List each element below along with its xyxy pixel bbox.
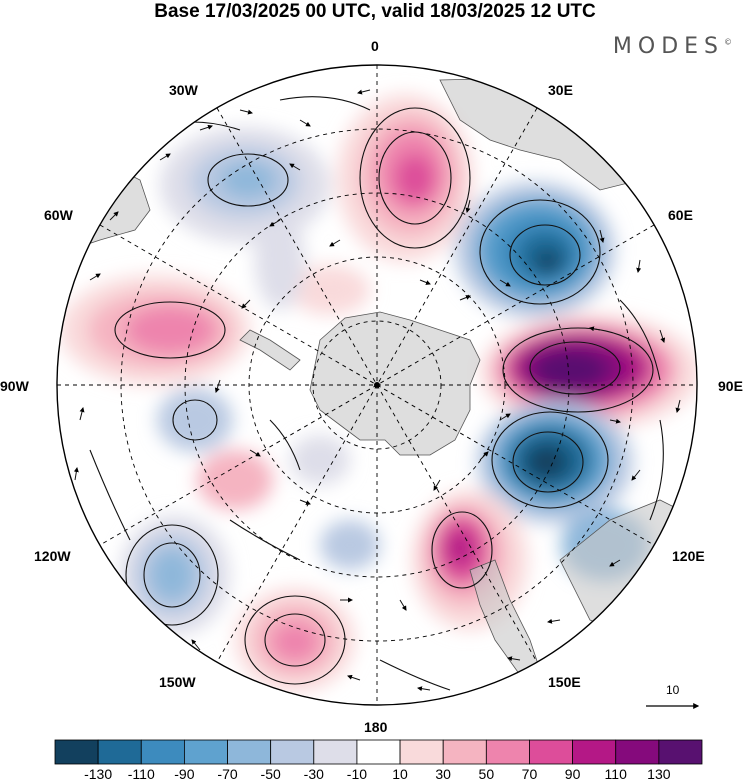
reference-vector-label: 10: [666, 683, 680, 697]
lon-label-120e: 120E: [672, 548, 705, 564]
colorbar-swatch: [183, 739, 228, 765]
lon-label-150e: 150E: [548, 674, 581, 690]
colorbar-swatch: [54, 739, 99, 765]
colorbar-tick-label: -110: [127, 766, 155, 782]
colorbar-tick-label: -130: [84, 766, 113, 782]
colorbar-tick-label: -90: [174, 766, 195, 782]
colorbar-tick-label: -30: [303, 766, 324, 782]
colorbar-tick-label: 70: [521, 766, 538, 782]
map-boundary: [56, 64, 698, 706]
lon-label-90w: 90W: [0, 378, 29, 394]
lon-label-0: 0: [371, 38, 379, 54]
colorbar-swatch: [97, 739, 142, 765]
colorbar-swatch: [615, 739, 660, 765]
lon-label-90e: 90E: [718, 378, 743, 394]
colorbar-swatch: [572, 739, 617, 765]
streamlines: [89, 96, 664, 691]
colorbar-swatch: [529, 739, 574, 765]
colorbar-tick-label: -10: [346, 766, 368, 782]
colorbar: [54, 739, 703, 765]
antarctic-peninsula: [239, 329, 301, 371]
antarctica: [309, 311, 481, 456]
lon-label-180: 180: [364, 719, 388, 735]
colorbar-tick-label: 30: [435, 766, 451, 782]
colorbar-swatch: [658, 739, 703, 765]
lon-label-60e: 60E: [668, 207, 693, 223]
colorbar-swatch: [442, 739, 487, 765]
colorbar-swatch: [399, 739, 444, 765]
lon-label-60w: 60W: [44, 207, 73, 223]
colorbar-swatch: [356, 739, 401, 765]
lon-label-30w: 30W: [169, 82, 198, 98]
lon-label-30e: 30E: [548, 82, 573, 98]
colorbar-swatch: [270, 739, 315, 765]
colorbar-tick-label: 50: [478, 766, 495, 782]
colorbar-swatch: [227, 739, 272, 765]
colorbar-tick-label: -70: [217, 766, 238, 782]
map-title: Base 17/03/2025 00 UTC, valid 18/03/2025…: [154, 1, 596, 22]
colorbar-swatch: [140, 739, 185, 765]
colorbar-tick-label: 110: [604, 766, 627, 782]
colorbar-tick-label: 10: [392, 766, 408, 782]
colorbar-tick-label: 130: [647, 766, 671, 782]
modes-logo: MODES©: [612, 34, 732, 59]
lon-label-150w: 150W: [159, 674, 196, 690]
south-pole-marker: [374, 382, 380, 388]
colorbar-tick-label: -50: [260, 766, 281, 782]
colorbar-swatch: [485, 739, 530, 765]
colorbar-swatch: [313, 739, 358, 765]
colorbar-tick-label: 90: [564, 766, 581, 782]
lon-label-120w: 120W: [34, 548, 71, 564]
